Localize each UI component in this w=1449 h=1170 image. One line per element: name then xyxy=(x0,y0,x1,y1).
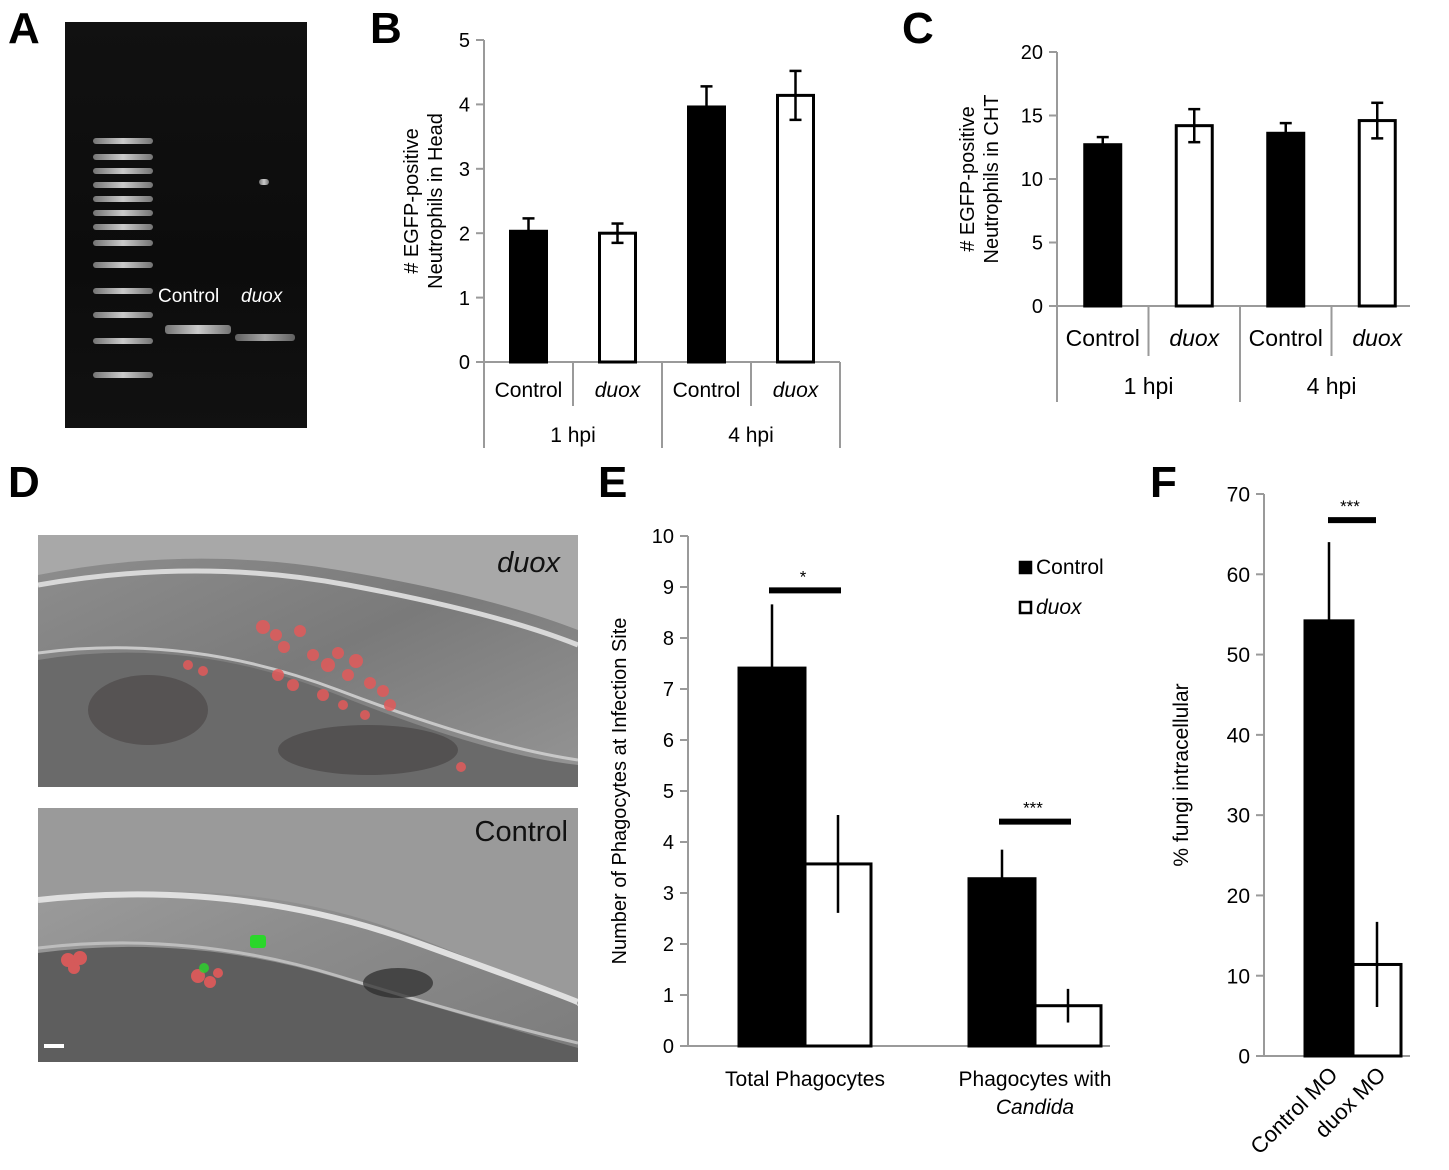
panel-letter-e: E xyxy=(598,458,628,507)
image-label-control: Control xyxy=(474,816,569,848)
legend-label-duox: duox xyxy=(1036,596,1083,619)
lane-label-control: Control xyxy=(158,286,220,307)
y-tick-label: 10 xyxy=(652,526,674,548)
y-tick-label: 30 xyxy=(1227,805,1250,828)
y-tick-label: 15 xyxy=(1021,106,1043,128)
category-label: Control xyxy=(495,379,563,402)
significance-label: *** xyxy=(1023,799,1043,818)
image-label-duox: duox xyxy=(497,547,560,579)
ladder-band xyxy=(93,138,153,144)
panel-letter-b: B xyxy=(370,4,402,53)
y-tick-label: 1 xyxy=(459,288,470,310)
y-tick-label: 20 xyxy=(1227,885,1250,908)
y-tick-label: 5 xyxy=(459,30,470,52)
bar-control xyxy=(509,229,548,364)
y-tick-label: 1 xyxy=(663,985,674,1007)
ladder-band xyxy=(93,312,153,318)
bar-duox xyxy=(1174,124,1214,308)
category-label: duox xyxy=(1169,325,1220,351)
bar-control xyxy=(687,105,726,364)
panel-letter-a: A xyxy=(8,4,40,53)
y-axis-title: Number of Phagocytes at Infection Site xyxy=(609,618,631,965)
y-tick-label: 10 xyxy=(1021,169,1043,191)
lane-label-duox: duox xyxy=(241,286,283,307)
ladder-band xyxy=(93,288,153,294)
control-band xyxy=(165,325,231,334)
ladder-band xyxy=(93,262,153,268)
category-label: duox xyxy=(595,379,642,402)
y-tick-label: 0 xyxy=(1238,1046,1250,1069)
y-tick-label: 7 xyxy=(663,679,674,701)
y-axis-title: # EGFP-positive Neutrophils in Head xyxy=(401,113,447,289)
category-label: Control xyxy=(1249,325,1323,351)
bar-duox xyxy=(598,231,637,364)
panel-letter-c: C xyxy=(902,4,934,53)
y-tick-label: 6 xyxy=(663,730,674,752)
bar-control xyxy=(1083,143,1123,308)
significance-label: *** xyxy=(1340,497,1360,516)
y-tick-label: 20 xyxy=(1021,42,1043,64)
category-label: Phagocytes with xyxy=(959,1068,1112,1091)
category-label: duox xyxy=(773,379,820,402)
chart-e: 0 1 2 3 4 5 6 7 8 9 10 Number of Phagocytes at Infe… xyxy=(609,526,1112,1119)
y-tick-label: 2 xyxy=(459,223,470,245)
bar-control xyxy=(1266,131,1306,308)
y-tick-label: 0 xyxy=(1032,296,1043,318)
legend-label-control: Control xyxy=(1036,556,1104,579)
legend-swatch-control xyxy=(1018,560,1033,575)
ladder-band xyxy=(93,224,153,230)
gel-spot xyxy=(259,179,269,185)
y-tick-label: 60 xyxy=(1227,564,1250,587)
panel-letter-d: D xyxy=(8,458,40,507)
y-tick-label: 4 xyxy=(663,832,674,854)
bar-duox xyxy=(776,93,815,364)
ladder-band xyxy=(93,210,153,216)
y-tick-label: 10 xyxy=(1227,965,1250,988)
y-tick-label: 5 xyxy=(1032,233,1043,255)
y-tick-label: 3 xyxy=(459,159,470,181)
y-tick-label: 50 xyxy=(1227,644,1250,667)
category-label: Control xyxy=(1066,325,1140,351)
y-axis-title: # EGFP-positive Neutrophils in CHT xyxy=(957,95,1003,264)
y-axis-title: % fungi intracellular xyxy=(1170,683,1193,866)
y-tick-label: 4 xyxy=(459,95,470,117)
group-label: 1 hpi xyxy=(1124,373,1174,399)
y-tick-label: 0 xyxy=(663,1036,674,1058)
ladder-band xyxy=(93,168,153,174)
microscopy-image-control: Control xyxy=(38,808,578,1062)
category-label: Candida xyxy=(996,1096,1074,1119)
duox-band xyxy=(235,334,295,341)
gel-image: Control duox xyxy=(65,22,307,428)
category-label: Control xyxy=(673,379,741,402)
legend-swatch-duox xyxy=(1018,600,1033,615)
y-tick-label: 8 xyxy=(663,628,674,650)
y-tick-label: 5 xyxy=(663,781,674,803)
category-label: Total Phagocytes xyxy=(725,1068,885,1091)
ladder-band xyxy=(93,338,153,344)
ladder-band xyxy=(93,196,153,202)
chart-b: 0 1 2 3 4 5 # EGFP-positive Neutrophils in Head… xyxy=(401,30,841,448)
ladder-band xyxy=(93,240,153,246)
significance-label: * xyxy=(800,567,807,586)
ladder-band xyxy=(93,372,153,378)
chart-c: 0 5 10 15 20 # EGFP-positive Neutrophils in CH… xyxy=(957,42,1410,402)
panel-letter-f: F xyxy=(1150,458,1177,507)
ladder-band xyxy=(93,154,153,160)
ladder-band xyxy=(93,182,153,188)
microscopy-image-duox: duox xyxy=(38,535,578,787)
y-tick-label: 3 xyxy=(663,883,674,905)
y-tick-label: 0 xyxy=(459,352,470,374)
group-label: 4 hpi xyxy=(728,424,774,447)
group-label: 1 hpi xyxy=(550,424,596,447)
category-label: duox xyxy=(1352,325,1403,351)
y-tick-label: 2 xyxy=(663,934,674,956)
y-tick-label: 40 xyxy=(1227,724,1250,747)
bar-duox xyxy=(1357,119,1397,308)
group-label: 4 hpi xyxy=(1307,373,1357,399)
y-tick-label: 9 xyxy=(663,577,674,599)
y-tick-label: 70 xyxy=(1227,484,1250,507)
